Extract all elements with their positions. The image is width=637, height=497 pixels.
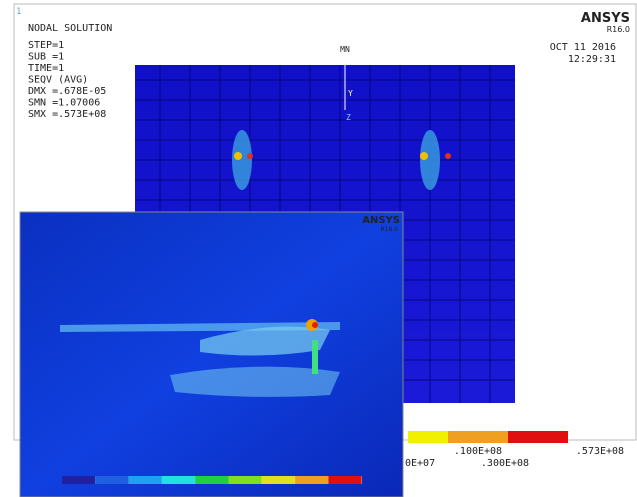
legend-label: .300E+08: [481, 458, 529, 469]
inset-legend-swatch: [162, 476, 195, 484]
inset-legend-swatch: [195, 476, 228, 484]
brand: ANSYS: [581, 11, 630, 26]
min-marker: MN: [340, 45, 350, 54]
inset-legend-swatch: [295, 476, 328, 484]
time: 12:29:31: [568, 54, 616, 65]
inset-legend-swatch: [129, 476, 162, 484]
inset-legend-swatch: [262, 476, 295, 484]
date: OCT 11 2016: [550, 42, 616, 53]
inset-legend-swatch: [95, 476, 128, 484]
title: NODAL SOLUTION: [28, 23, 112, 34]
info-line: SUB =1: [28, 52, 64, 63]
info-line: TIME=1: [28, 63, 64, 74]
inset-legend-swatch: [229, 476, 262, 484]
axis-y: Y: [348, 89, 353, 98]
info-line: DMX =.678E-05: [28, 86, 106, 97]
info-line: SMN =1.07006: [28, 98, 100, 109]
inset-version: R16.0: [380, 226, 398, 233]
info-line: SMX =.573E+08: [28, 109, 106, 120]
screenshot: 1 NODAL SOLUTION STEP=1SUB =1TIME=1SEQV …: [0, 0, 637, 497]
legend-label: 0E+07: [405, 458, 435, 469]
legend-label: .100E+08: [454, 446, 502, 457]
axis-z: Z: [346, 113, 351, 122]
inset-brand: ANSYS: [362, 215, 400, 226]
legend-label: .573E+08: [576, 446, 624, 457]
info-line: STEP=1: [28, 40, 64, 51]
corner-number: 1: [16, 7, 21, 17]
inset-legend-swatch: [62, 476, 95, 484]
version: R16.0: [607, 25, 630, 34]
info-line: SEQV (AVG): [28, 75, 88, 86]
main-legend: [408, 431, 568, 443]
inset-legend-swatch: [328, 476, 361, 484]
inset-window: [20, 212, 403, 497]
